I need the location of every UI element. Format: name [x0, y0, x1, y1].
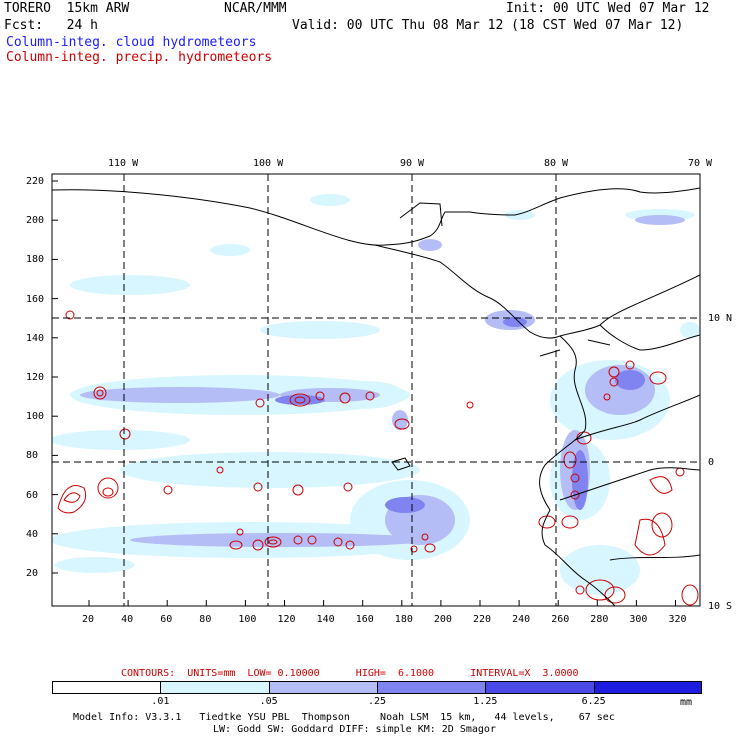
legend-swatch: [593, 681, 702, 694]
x-tick-label: 120: [277, 614, 296, 625]
legend-swatch: [52, 681, 161, 694]
legend-tick-label: 1.25: [473, 696, 498, 707]
legend-swatch: [377, 681, 486, 694]
precip-contours: [57, 310, 699, 606]
legend-swatch: [485, 681, 594, 694]
y-tick-label: 80: [26, 450, 39, 462]
latlon-grid: [52, 174, 700, 606]
legend-swatch: [160, 681, 269, 694]
lon-label-110w: 110 W: [108, 158, 139, 169]
lat-label-10s: 10 S: [708, 601, 733, 612]
x-tick-label: 20: [82, 614, 95, 625]
x-tick-label: 220: [473, 614, 492, 625]
x-tick-label: 140: [316, 614, 335, 625]
legend-units: mm: [680, 697, 693, 708]
x-tick-label: 320: [668, 614, 687, 625]
x-tick-label: 280: [590, 614, 609, 625]
model-info-line1: Model Info: V3.3.1 Tiedtke YSU PBL Thomp…: [73, 712, 615, 723]
x-tick-label: 80: [199, 614, 212, 625]
y-tick-label: 100: [26, 411, 45, 423]
lon-label-100w: 100 W: [253, 158, 284, 169]
coastlines: [52, 187, 700, 606]
x-tick-label: 160: [355, 614, 374, 625]
lon-label-80w: 80 W: [544, 158, 569, 169]
y-tick-label: 60: [26, 489, 39, 501]
init-time: Init: 00 UTC Wed 07 Mar 12: [506, 1, 710, 16]
lat-label-0: 0: [708, 457, 715, 468]
x-tick-label: 260: [551, 614, 570, 625]
y-tick-label: 220: [26, 176, 45, 187]
x-tick-label: 300: [629, 614, 648, 625]
legend-swatch: [268, 681, 377, 694]
valid-time: Valid: 00 UTC Thu 08 Mar 12 (18 CST Wed …: [292, 18, 684, 33]
lon-label-90w: 90 W: [400, 158, 425, 169]
x-tick-label: 180: [394, 614, 413, 625]
field-title-cloud: Column-integ. cloud hydrometeors: [6, 35, 257, 50]
legend-tick-label: 6.25: [581, 696, 606, 707]
map-frame: [51, 173, 701, 607]
y-tick-label: 20: [26, 568, 39, 579]
legend-tick-label: .01: [151, 696, 170, 707]
model-title: TORERO 15km ARW: [4, 1, 130, 16]
x-tick-label: 60: [160, 614, 173, 625]
model-info-line2: LW: Godd SW: Goddard DIFF: simple KM: 2D…: [213, 724, 496, 735]
contour-info: CONTOURS: UNITS=mm LOW= 0.10000 HIGH= 6.…: [121, 668, 579, 679]
y-tick-label: 40: [26, 528, 39, 540]
x-tick-label: 200: [433, 614, 452, 625]
lon-label-70w: 70 W: [688, 158, 713, 169]
lat-label-10n: 10 N: [708, 313, 733, 324]
x-tick-label: 240: [512, 614, 531, 625]
field-title-precip: Column-integ. precip. hydrometeors: [6, 50, 273, 65]
y-tick-label: 140: [26, 332, 45, 344]
y-tick-label: 200: [26, 215, 45, 227]
organization-label: NCAR/MMM: [224, 1, 287, 16]
y-tick-label: 160: [26, 293, 45, 305]
x-tick-label: 100: [238, 614, 257, 625]
legend-tick-label: .25: [367, 696, 387, 707]
y-tick-label: 180: [26, 254, 45, 266]
forecast-hour: Fcst: 24 h: [4, 18, 98, 33]
y-tick-label: 120: [26, 372, 45, 383]
x-tick-label: 40: [121, 614, 134, 625]
legend-tick-label: .05: [259, 696, 278, 707]
